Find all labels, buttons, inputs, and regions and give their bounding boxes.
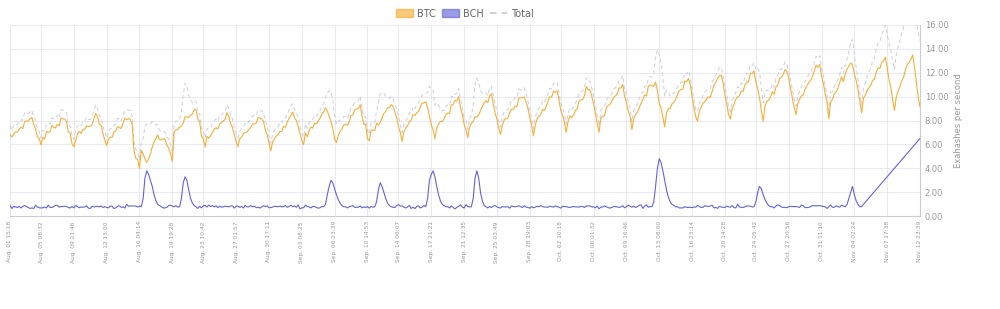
Legend: BTC, BCH, Total: BTC, BCH, Total: [392, 5, 538, 23]
Y-axis label: Exahashes per second: Exahashes per second: [954, 73, 963, 168]
